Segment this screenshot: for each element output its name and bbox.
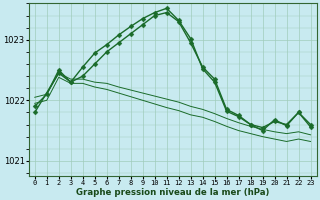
X-axis label: Graphe pression niveau de la mer (hPa): Graphe pression niveau de la mer (hPa) bbox=[76, 188, 269, 197]
